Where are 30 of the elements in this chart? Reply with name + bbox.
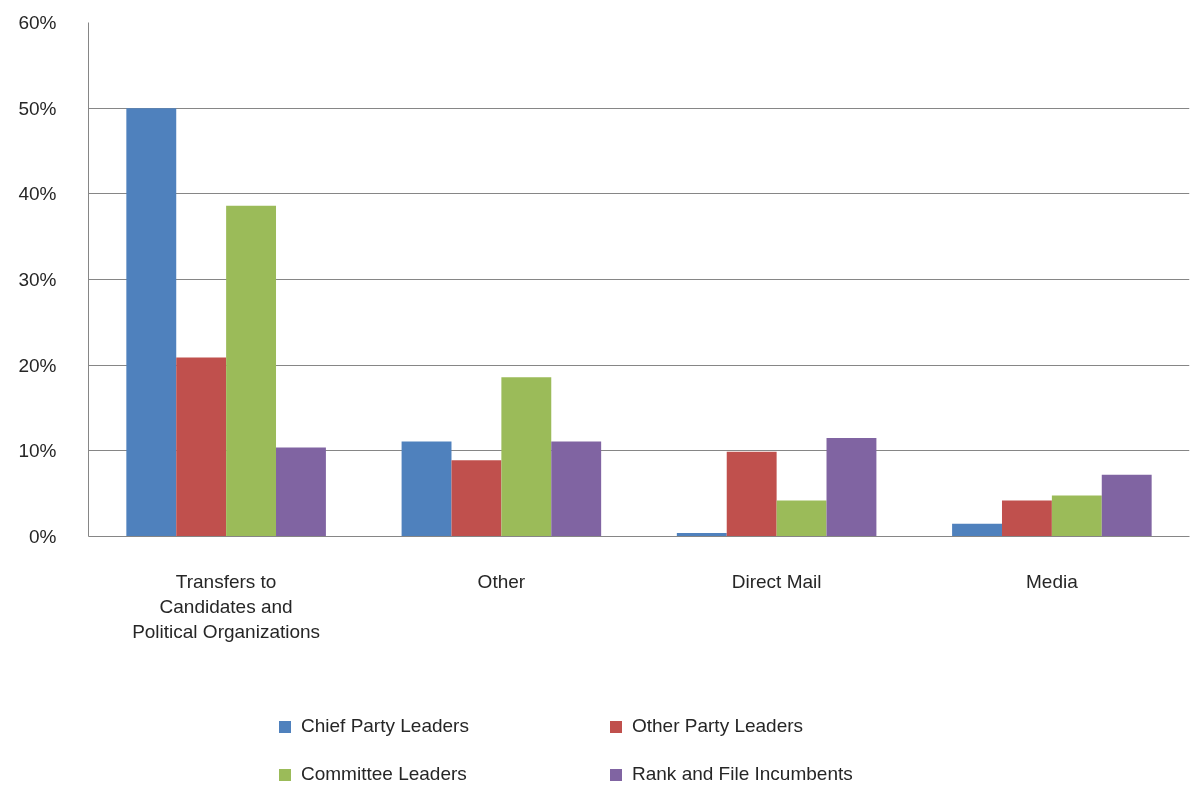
bar <box>126 108 177 537</box>
x-tick-label: Direct Mail <box>731 570 822 592</box>
bar <box>401 441 452 537</box>
bar <box>176 357 227 537</box>
x-tick-label: Other <box>477 570 526 592</box>
bar <box>1001 500 1052 537</box>
y-tick-label: 60% <box>18 12 57 33</box>
y-tick-label: 30% <box>18 269 57 290</box>
bar <box>1101 474 1152 537</box>
bar <box>726 451 777 537</box>
x-tick-label: Media <box>1026 570 1079 592</box>
bar <box>1051 495 1102 537</box>
bar <box>451 460 502 537</box>
bar <box>776 500 827 537</box>
bar <box>952 523 1002 537</box>
legend-label: Other Party Leaders <box>632 715 805 737</box>
legend-label: Chief Party Leaders <box>301 715 470 737</box>
x-tick-label: Transfers to Candidates and Political Organizations <box>132 570 321 642</box>
legend-label: Committee Leaders <box>301 763 468 785</box>
y-tick-label: 20% <box>18 354 57 376</box>
bar <box>551 441 602 537</box>
legend-label: Rank and File Incumbents <box>632 763 854 785</box>
bar <box>501 377 552 537</box>
bar <box>226 205 277 537</box>
y-tick-label: 40% <box>18 183 57 205</box>
bar <box>276 447 326 537</box>
y-tick-label: 50% <box>18 97 57 119</box>
y-tick-label: 10% <box>18 440 57 462</box>
y-tick-label: 0% <box>29 526 57 547</box>
bar <box>826 437 877 537</box>
